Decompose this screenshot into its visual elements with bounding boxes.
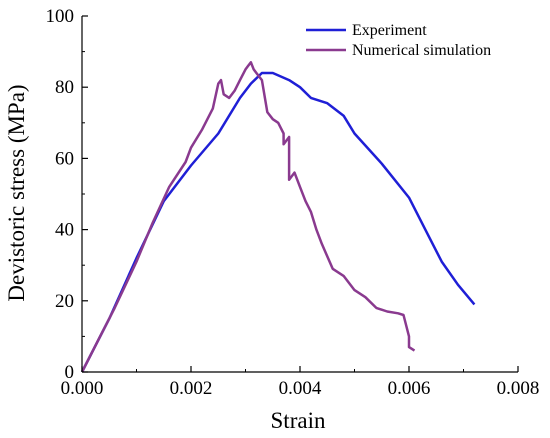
x-tick-label: 0.000 <box>61 378 104 399</box>
y-tick-label: 20 <box>55 291 74 312</box>
axes-layer <box>81 16 518 373</box>
x-tick-label: 0.008 <box>497 378 540 399</box>
series-line-numerical-simulation <box>80 61 416 373</box>
x-tick-label: 0.004 <box>279 378 322 399</box>
y-tick-label: 80 <box>55 77 74 98</box>
x-tick-label: 0.006 <box>388 378 431 399</box>
legend: Experiment Numerical simulation <box>306 22 491 59</box>
legend-label-simulation: Numerical simulation <box>352 42 491 59</box>
x-axis-title: Strain <box>271 408 326 433</box>
y-axis-title: Devistoric stress (MPa) <box>4 84 29 301</box>
ticks-layer: 0.000 0.002 0.004 0.006 0.008 0 20 40 60 80 100 <box>46 6 540 399</box>
x-tick-label: 0.002 <box>170 378 213 399</box>
legend-label-experiment: Experiment <box>352 22 427 39</box>
series-line-experiment <box>80 71 476 373</box>
series-layer <box>80 61 476 373</box>
y-tick-label: 60 <box>55 148 74 169</box>
y-tick-label: 100 <box>46 6 75 27</box>
y-tick-label: 0 <box>65 362 75 383</box>
y-tick-label: 40 <box>55 220 74 241</box>
